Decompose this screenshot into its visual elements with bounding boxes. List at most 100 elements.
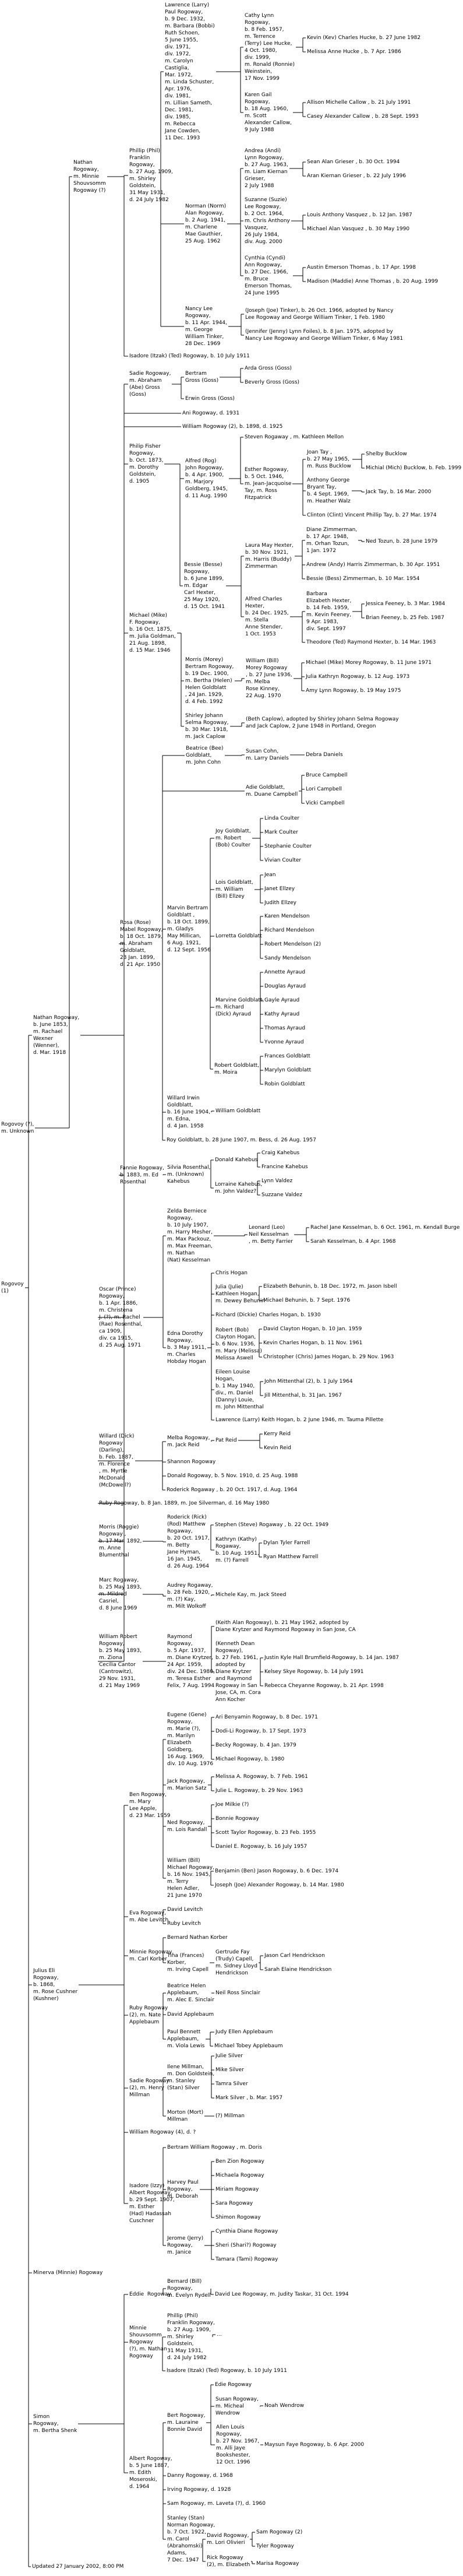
person-node-noah: Noah Wendrow — [264, 2403, 305, 2409]
person-node-phillip_b: Phillip (Phil) Franklin Rogoway, b. 27 A… — [167, 2313, 215, 2361]
person-node-morton: Morton (Mort) Millman — [167, 2110, 204, 2122]
person-node-tyler: Tyler Rogoway — [256, 2543, 294, 2549]
person-node-wbm: William (Bill) Michael Rogoway, b. 16 No… — [167, 1858, 214, 1899]
person-node-robert_g: Robert Goldblatt, m. Moira — [214, 1063, 260, 1076]
person-node-ani: Ani Rogoway, d. 1931 — [182, 410, 240, 416]
person-node-audrey: Audrey Rogaway, b. 28 Feb. 1920, m. (?) … — [167, 1583, 213, 1609]
person-node-linda_c: Linda Coulter — [264, 816, 300, 821]
person-node-jack_rw: Jack Rogoway, m. Marion Satz — [167, 1779, 207, 1791]
person-node-nancy: Nancy Lee Rogoway, b. 11 Apr. 1944, m. G… — [185, 306, 227, 347]
person-node-eileen_h: Eileen Louise Hogan, b. 1 May 1940, div.… — [215, 1369, 264, 1410]
person-node-allison: Allison Michelle Callow , b. 21 July 199… — [307, 100, 411, 106]
person-node-andrea: Andrea (Andi) Lynn Rogoway, b. 27 Aug. 1… — [245, 148, 288, 189]
person-node-diane_z: Diane Zimmerman, b. 17 Apr. 1948, m. Orh… — [306, 527, 358, 554]
person-node-lorraine_k: Lorraine Kahebus, m. John Valdez? — [215, 1182, 263, 1194]
person-node-craig_k: Craig Kahebus — [261, 1150, 300, 1156]
person-node-eva: Eva Rogoway, m. Abe Levitch — [129, 1910, 169, 1923]
person-node-nathan_sr: Nathan Rogoway, b. June 1853, m. Rachael… — [33, 1015, 80, 1056]
person-node-david2: David Rogoway, m. Lori Olivieri — [207, 2533, 249, 2546]
person-node-silvia: Silvia Rosenthal, m. (Unknown) Kahebus — [167, 1165, 211, 1185]
person-node-amy_lynn: Amy Lynn Rogoway, b. 19 May 1975 — [306, 688, 401, 694]
person-node-susan_w: Susan Rogoway, m. Micheal Wendrow — [215, 2396, 259, 2416]
person-node-roy: Roy Goldblatt, b. 28 June 1907, m. Bess,… — [167, 1137, 316, 1143]
person-node-willard_dick: Willard (Dick) Rogoway (Darling), b. Feb… — [99, 1433, 135, 1488]
person-node-keith: (Keith Alan Rogoway), b. 21 May 1962, ad… — [215, 1620, 356, 1633]
person-node-erwin_gross: Erwin Gross (Goss) — [185, 396, 235, 402]
person-node-sam_lav: Sam Rogoway, m. Laveta (?), d. 1960 — [167, 2501, 266, 2507]
person-node-izzy: Isadore (Izzy) Albert Rogoway, b. 29 Sep… — [129, 2183, 175, 2224]
person-node-kenneth: (Kenneth Dean Rogoway), b. 27 Feb. 1961,… — [215, 1641, 261, 1703]
person-node-paul_a: Paul Bennett Applebaum, m. Viola Lewis — [167, 2029, 205, 2049]
person-node-shirley_johann: Shirley Johann Selma Rogoway, b. 30 Mar.… — [185, 713, 229, 740]
person-node-william2: William Rogoway (2), b. 1898, d. 1925 — [182, 424, 283, 430]
person-node-neil: Neil Ross Sinclair — [215, 1990, 260, 1996]
person-node-edna: Edna Dorothy Rogoway, b. 3 May 1911, m. … — [167, 1331, 207, 1365]
person-node-michaela: Michaela Rogoway — [215, 2173, 264, 2178]
person-node-philip_fisher: Philip Fisher Rogoway, b. Oct. 1873, m. … — [129, 444, 164, 484]
person-node-minnie_k: Minnie Rogoway, m. Carl Korber — [129, 1949, 174, 1962]
person-node-beatrice_bee: Beatrice (Bee) Goldblatt, m. John Cohn — [186, 746, 224, 765]
person-node-madison: Madison (Maddie) Anne Thomas , b. 20 Aug… — [307, 279, 439, 284]
person-node-ryan: Ryan Matthew Farrell — [263, 1554, 319, 1560]
person-node-zelda: Zelda Berniece Rogoway, b. 10 July 1907,… — [167, 1208, 213, 1263]
person-node-andrew_z: Andrew (Andy) Harris Zimmerman, b. 30 Ap… — [306, 562, 440, 568]
person-node-marisa: Marisa Rogoway — [256, 2561, 299, 2567]
person-node-michele: Michele Kay, m. Jack Steed — [215, 1592, 287, 1598]
person-node-marc: Marc Rogaway, b. 25 May 1893, m. Mildred… — [99, 1577, 142, 1611]
person-node-austin: Austin Emerson Thomas , b. 17 Apr. 1998 — [307, 265, 416, 270]
person-node-robin: Robin Goldblatt — [264, 1081, 305, 1087]
person-node-eddie: Eddie Rogoway — [129, 2292, 171, 2297]
person-node-becky: Becky Rogoway, b. 4 Jan. 1979 — [215, 1742, 296, 1748]
person-node-suzanne: Suzanne (Suzie) Lee Rogoway, b. 2 Oct. 1… — [245, 197, 290, 245]
person-node-sean_grieser: Sean Alan Grieser , b. 30 Oct. 1994 — [307, 159, 400, 165]
person-node-michael_f: Michael (Mike) F. Rogoway, b. 16 Oct. 18… — [129, 613, 176, 653]
person-node-lori_c: Lori Campbell — [306, 786, 342, 792]
person-node-ilene: Ilene Millman, m. Don Goldstein, m. Stan… — [167, 2064, 215, 2091]
person-node-yvonne: Yvonne Ayraud — [264, 1039, 304, 1045]
person-node-donald_rw: Donald Rogoway, b. 5 Nov. 1910, d. 25 Au… — [167, 1473, 298, 1479]
person-node-tamra_s: Tamra Silver — [215, 2081, 248, 2087]
person-node-scott_t: Scott Taylor Rogoway, b. 23 Feb. 1955 — [215, 1830, 316, 1836]
person-node-anthony_tay: Anthony George Bryant Tay, b. 4 Sept. 19… — [307, 477, 351, 504]
person-node-ben_z: Ben Zion Rogoway — [215, 2159, 264, 2164]
person-node-allen: Allen Louis Rogoway, b. 27 Nov. 1967, m.… — [216, 2424, 260, 2465]
person-node-jennifer_foiles: (Jennifer (Jenny) Lynn Foiles), b. 8 Jan… — [245, 329, 404, 342]
person-node-pat_reid: Pat Reid — [215, 1438, 237, 1443]
person-node-rachel_k: Rachel Jane Kesselman, b. 6 Oct. 1961, m… — [310, 1225, 460, 1231]
person-node-douglas: Douglas Ayraud — [264, 983, 306, 989]
updated-note: Updated 27 January 2002, 8:00 PM — [32, 2564, 124, 2570]
person-node-thomas_a: Thomas Ayraud — [264, 1025, 306, 1031]
person-node-albert: Albert Rogoway, b. 5 June 1887, m. Edith… — [129, 2456, 172, 2490]
person-node-kerry: Kerry Reid — [264, 1431, 291, 1437]
person-node-danny: Danny Rogoway, d. 1968 — [167, 2473, 233, 2479]
person-node-bessie_z: Bessie (Bess) Zimmerman, b. 10 Mar. 1954 — [306, 576, 420, 582]
person-node-rick2: Rick Rogoway (2), m. Elizabeth — [207, 2555, 250, 2568]
person-node-michial: Michial (Mich) Bucklow, b. Feb. 1999 — [366, 465, 462, 471]
person-node-bert: Bert Rogoway, m. Lauraine Bonnie David — [167, 2413, 206, 2433]
person-node-eugene: Eugene (Gene) Rogoway, m. Marie (?), m. … — [167, 1712, 214, 1767]
person-node-william_g: William Goldblatt — [215, 1108, 261, 1114]
person-node-q_mill: (?) Millman — [215, 2113, 245, 2119]
person-node-joseph_a: Joseph (Joe) Alexander Rogoway, b. 14 Ma… — [215, 1882, 344, 1888]
person-node-lorretta: Lorretta Goldblatt — [215, 933, 262, 939]
person-node-mike_s: Mike Silver — [215, 2067, 244, 2073]
person-node-william4: William Rogoway (4), d. ? — [129, 2129, 196, 2135]
person-node-joy: Joy Goldblatt, m. Robert (Bob) Coulter — [215, 828, 251, 848]
person-node-michael_b: Michael Behunin, b. 7 Sept. 1976 — [263, 1298, 351, 1303]
person-node-jack_tay: Jack Tay, b. 16 Mar. 2000 — [366, 489, 432, 495]
person-node-michael_morey: Michael (Mike) Morey Rogoway, b. 11 June… — [306, 660, 432, 666]
person-node-nathan_top: Nathan Rogoway, m. Minnie Shouvsomm Rogo… — [73, 160, 106, 194]
person-node-debra: Debra Daniels — [306, 752, 343, 758]
person-node-rogovoy_unknown: Rogovoy (?), m. Unknown — [1, 1122, 34, 1134]
person-node-ben: Ben Rogoway, m. Mary Lee Apple, d. 23 Ma… — [129, 1792, 171, 1819]
person-node-lois: Lois Goldblatt, m. William (Bill) Ellzey — [215, 880, 253, 899]
person-node-roderick1: Roderick Rogaway , b. 20 Oct. 1917, d. A… — [167, 1487, 298, 1493]
person-node-sarah_h: Sarah Elaine Hendrickson — [264, 1967, 332, 1973]
person-node-marvin_g: Marvin Bertram Goldblatt , b. 18 Oct. 18… — [167, 905, 211, 953]
person-node-shannon: Shannon Rogoway — [167, 1459, 216, 1465]
person-node-harvey: Harvey Paul Rogoway, m. Deborah — [167, 2180, 199, 2199]
person-node-ari: Ari Benyamin Rogoway, b. 8 Dec. 1971 — [215, 1714, 318, 1720]
person-node-morris_roggie: Morris (Roggie) Rogoway , b. 17 Mar. 189… — [99, 1524, 142, 1558]
